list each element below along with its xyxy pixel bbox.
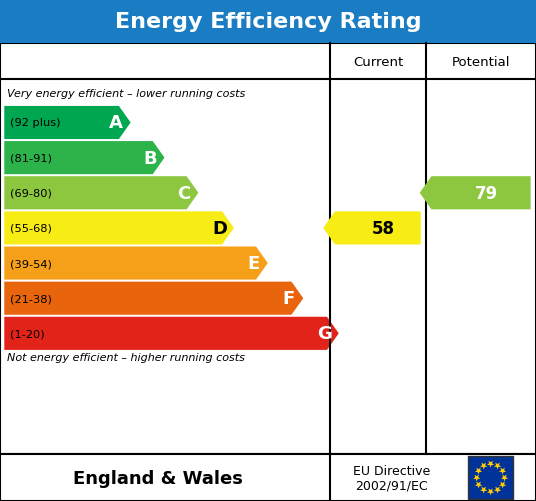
Polygon shape	[420, 177, 531, 210]
Polygon shape	[494, 486, 501, 493]
Polygon shape	[4, 282, 303, 315]
Text: (92 plus): (92 plus)	[10, 118, 60, 128]
Text: Very energy efficient – lower running costs: Very energy efficient – lower running co…	[7, 88, 245, 98]
Polygon shape	[494, 462, 501, 469]
Polygon shape	[487, 461, 494, 467]
Polygon shape	[487, 488, 494, 495]
Polygon shape	[475, 468, 482, 474]
Text: (81-91): (81-91)	[10, 153, 51, 163]
Polygon shape	[4, 107, 131, 140]
Text: B: B	[143, 149, 157, 167]
Polygon shape	[499, 481, 506, 488]
Polygon shape	[475, 481, 482, 488]
Text: (1-20): (1-20)	[10, 329, 44, 339]
Bar	[0, 44, 536, 454]
Text: G: G	[317, 325, 332, 343]
Text: Energy Efficiency Rating: Energy Efficiency Rating	[115, 12, 421, 32]
Text: F: F	[282, 290, 295, 308]
Polygon shape	[499, 468, 506, 474]
Text: (69-80): (69-80)	[10, 188, 51, 198]
Polygon shape	[323, 212, 421, 245]
Polygon shape	[4, 317, 339, 350]
Bar	[0, 0, 536, 44]
Polygon shape	[480, 462, 487, 469]
Text: (39-54): (39-54)	[10, 259, 51, 269]
Text: England & Wales: England & Wales	[73, 469, 243, 486]
Text: E: E	[247, 255, 259, 273]
Polygon shape	[501, 474, 508, 481]
Polygon shape	[4, 142, 165, 175]
Polygon shape	[4, 177, 198, 210]
Bar	[0, 454, 536, 501]
Text: A: A	[109, 114, 123, 132]
Text: Not energy efficient – higher running costs: Not energy efficient – higher running co…	[7, 353, 245, 363]
Text: EU Directive
2002/91/EC: EU Directive 2002/91/EC	[353, 464, 430, 491]
Text: D: D	[212, 219, 227, 237]
Text: Current: Current	[353, 56, 403, 69]
Polygon shape	[4, 247, 268, 280]
Text: Potential: Potential	[452, 56, 510, 69]
Polygon shape	[4, 212, 234, 245]
Text: 79: 79	[475, 184, 498, 202]
Text: C: C	[177, 184, 190, 202]
Polygon shape	[480, 486, 487, 493]
Polygon shape	[473, 474, 480, 481]
Text: (21-38): (21-38)	[10, 294, 51, 304]
Text: (55-68): (55-68)	[10, 223, 51, 233]
Text: 58: 58	[372, 219, 394, 237]
Bar	[468, 456, 513, 499]
